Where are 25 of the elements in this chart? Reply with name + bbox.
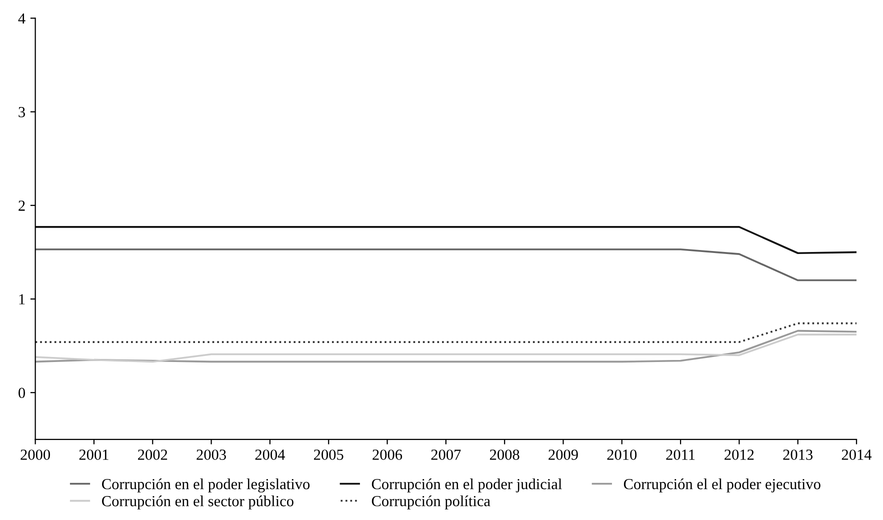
x-tick-label: 2009: [548, 450, 578, 460]
x-tick-label: 2012: [724, 450, 754, 460]
x-tick-label: 2002: [138, 450, 168, 460]
legend-label: Corrupción política: [372, 495, 490, 510]
x-tick-label: 2005: [314, 450, 344, 460]
x-tick-label: 2014: [842, 450, 872, 460]
x-tick-label: 2000: [20, 450, 50, 460]
x-tick-label: 2007: [431, 450, 461, 460]
x-tick-label: 2010: [607, 450, 637, 460]
x-tick-label: 2013: [783, 450, 813, 460]
y-tick-label: 0: [18, 388, 26, 398]
legend-label: Corrupción en el poder judicial: [372, 478, 562, 492]
x-tick-label: 2003: [196, 450, 226, 460]
x-tick-label: 2011: [666, 450, 695, 460]
y-tick-label: 4: [18, 13, 26, 24]
legend-label: Corrupción en el poder legislativo: [102, 478, 310, 492]
x-tick-label: 2008: [490, 450, 520, 460]
y-tick-label: 2: [18, 200, 25, 211]
x-tick-label: 2001: [79, 450, 108, 460]
y-tick-label: 1: [19, 294, 25, 304]
legend-label: Corrupción en el sector público: [102, 496, 294, 510]
x-tick-label: 2004: [255, 450, 285, 460]
x-tick-label: 2006: [372, 450, 402, 460]
y-tick-label: 3: [18, 106, 25, 118]
legend-label: Corrupción el el poder ejecutivo: [624, 478, 820, 492]
